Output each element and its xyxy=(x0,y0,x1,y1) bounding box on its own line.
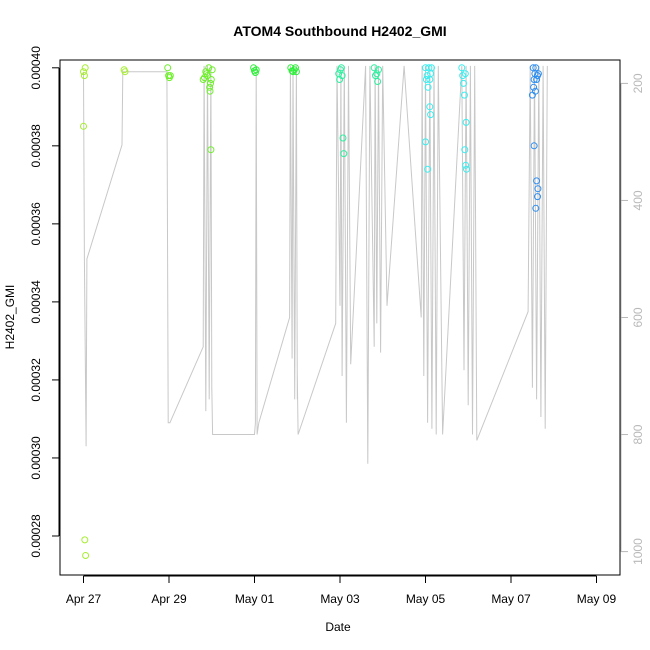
data-point xyxy=(205,64,213,72)
data-point xyxy=(530,142,538,150)
data-point xyxy=(80,122,87,130)
data-point xyxy=(338,72,346,80)
data-point xyxy=(206,87,214,95)
data-point xyxy=(534,70,542,78)
data-point xyxy=(530,83,538,91)
data-point xyxy=(462,118,470,126)
data-point xyxy=(458,64,466,72)
y-tick-label: 0.00032 xyxy=(29,358,43,402)
data-point xyxy=(533,177,541,185)
x-axis-label: Date xyxy=(325,620,351,634)
data-point xyxy=(374,78,382,85)
data-point xyxy=(339,134,347,142)
data-point xyxy=(207,79,214,87)
x-axis: Apr 27 Apr 29 May 01 May 03 May 05 May 07 May … xyxy=(66,575,617,606)
data-point xyxy=(424,165,432,173)
y2-tick-label: 600 xyxy=(631,307,645,327)
data-point xyxy=(121,68,129,76)
data-point xyxy=(427,111,435,119)
x-tick-label: Apr 29 xyxy=(151,592,187,606)
y-tick-label: 0.00034 xyxy=(29,280,43,324)
y2-tick-label: 1000 xyxy=(631,538,645,565)
data-point xyxy=(534,193,541,201)
data-point xyxy=(460,91,468,99)
y-tick-label: 0.00036 xyxy=(29,202,43,246)
y2-tick-label: 200 xyxy=(631,73,645,93)
data-point xyxy=(463,165,470,173)
data-point xyxy=(292,64,299,72)
y2-tick-label: 400 xyxy=(631,190,645,210)
data-point xyxy=(424,83,432,91)
x-tick-label: May 01 xyxy=(235,592,275,606)
y-tick-label: 0.00030 xyxy=(29,436,43,480)
data-point xyxy=(292,68,300,76)
data-point xyxy=(207,146,215,154)
data-point xyxy=(532,204,540,212)
data-point xyxy=(461,146,469,154)
profile-lines xyxy=(83,65,548,464)
data-point xyxy=(462,161,470,169)
data-point xyxy=(532,64,540,72)
data-point xyxy=(531,87,539,95)
data-point xyxy=(81,64,89,72)
data-point xyxy=(460,79,467,87)
data-point xyxy=(461,70,469,78)
chart-title: ATOM4 Southbound H2402_GMI xyxy=(233,23,446,39)
y-tick-label: 0.00038 xyxy=(29,124,43,168)
data-point xyxy=(370,64,378,72)
data-point xyxy=(375,66,382,74)
data-point xyxy=(422,138,429,146)
data-point xyxy=(166,72,174,80)
x-tick-label: May 05 xyxy=(406,592,446,606)
data-point xyxy=(206,83,214,91)
x-tick-label: Apr 27 xyxy=(66,592,102,606)
y2-tick-label: 800 xyxy=(631,424,645,444)
data-point xyxy=(80,72,88,80)
data-point xyxy=(80,68,87,76)
data-point xyxy=(164,64,172,72)
data-point xyxy=(372,72,379,80)
data-point xyxy=(428,64,435,72)
data-point xyxy=(204,72,211,80)
data-point xyxy=(337,64,345,72)
data-point xyxy=(82,552,90,559)
data-point xyxy=(199,76,207,83)
data-point xyxy=(81,536,89,544)
plot-frame xyxy=(59,59,621,576)
data-point xyxy=(373,70,381,78)
data-point xyxy=(208,66,216,74)
y-tick-label: 0.00040 xyxy=(29,46,43,90)
x-tick-label: May 09 xyxy=(577,592,617,606)
profile-line xyxy=(83,65,548,464)
data-point xyxy=(426,103,434,111)
data-point xyxy=(340,150,348,158)
y-tick-label: 0.00028 xyxy=(29,514,43,558)
data-point xyxy=(422,76,430,83)
x-tick-label: May 03 xyxy=(320,592,360,606)
data-points xyxy=(80,64,542,559)
data-point xyxy=(207,76,215,83)
y2-axis: 200 400 600 800 1000 xyxy=(620,73,645,565)
data-point xyxy=(534,185,542,193)
data-point xyxy=(252,66,260,74)
data-point xyxy=(287,64,295,72)
y-axis-label: H2402_GMI xyxy=(3,285,17,350)
x-tick-label: May 07 xyxy=(491,592,531,606)
y-axis: 0.00028 0.00030 0.00032 0.00034 0.00036 0.000… xyxy=(29,46,60,558)
